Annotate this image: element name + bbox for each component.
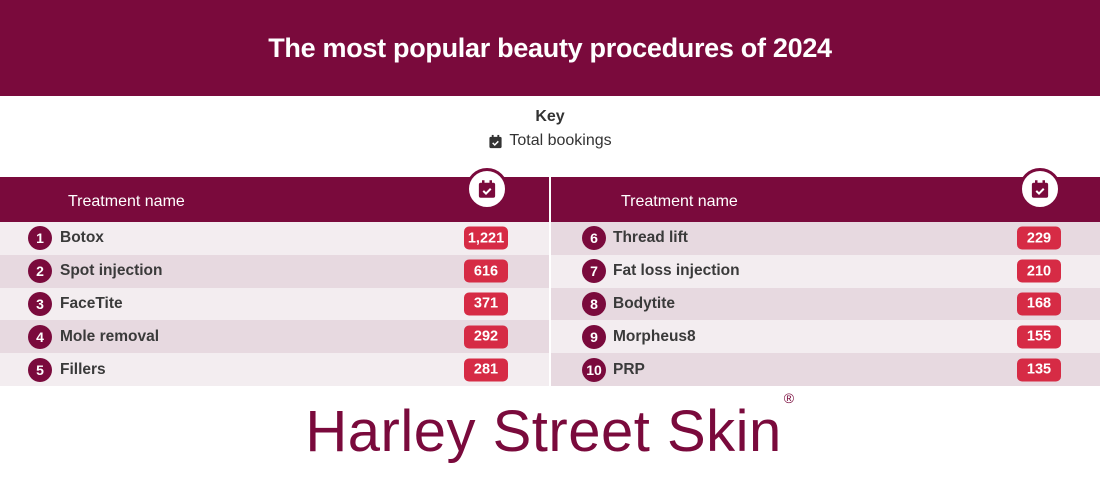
bookings-value: 155 xyxy=(1017,325,1061,349)
table-row: 4 Mole removal 292 xyxy=(0,320,549,354)
treatment-name: Thread lift xyxy=(613,229,688,247)
legend: Key Total bookings xyxy=(0,108,1100,150)
treatment-name: PRP xyxy=(613,360,645,378)
bookings-column-icon xyxy=(466,168,508,210)
treatment-name: FaceTite xyxy=(60,294,123,312)
treatment-name: Fat loss injection xyxy=(613,262,740,280)
table-body-right: 6 Thread lift 229 7 Fat loss injection 210 8 Bo… xyxy=(551,222,1100,386)
legend-title: Key xyxy=(535,108,565,125)
title-banner: The most popular beauty procedures of 20… xyxy=(0,0,1100,96)
brand-logo: Harley Street Skin® xyxy=(0,390,1100,465)
rank-badge: 1 xyxy=(28,226,52,251)
table-row: 3 FaceTite 371 xyxy=(0,287,549,321)
calendar-check-icon xyxy=(1031,180,1049,198)
bookings-value: 229 xyxy=(1017,226,1061,250)
table-header: Treatment name xyxy=(551,168,1100,222)
bookings-value: 135 xyxy=(1017,358,1061,382)
table-header: Treatment name xyxy=(0,168,549,222)
ranking-table-left: Treatment name 1 Botox 1,221 2 Spot injectio… xyxy=(0,168,549,386)
treatment-name: Bodytite xyxy=(613,294,675,312)
table-row: 8 Bodytite 168 xyxy=(551,287,1100,321)
treatment-name: Mole removal xyxy=(60,327,160,345)
table-row: 10 PRP 135 xyxy=(551,353,1100,386)
rank-badge: 4 xyxy=(28,324,52,349)
table-row: 2 Spot injection 616 xyxy=(0,254,549,288)
calendar-check-icon xyxy=(489,134,502,148)
rank-badge: 10 xyxy=(582,357,606,382)
rank-badge: 6 xyxy=(582,226,606,251)
bookings-value: 210 xyxy=(1017,259,1061,283)
rank-badge: 8 xyxy=(582,291,606,316)
legend-label: Total bookings xyxy=(509,132,612,149)
table-row: 7 Fat loss injection 210 xyxy=(551,254,1100,288)
treatment-name: Botox xyxy=(60,229,104,247)
legend-item: Total bookings xyxy=(0,132,1100,150)
rank-badge: 5 xyxy=(28,357,52,382)
treatment-name: Spot injection xyxy=(60,262,163,280)
table-row: 9 Morpheus8 155 xyxy=(551,320,1100,354)
bookings-column-icon xyxy=(1019,168,1061,210)
rank-badge: 9 xyxy=(582,324,606,349)
bookings-value: 1,221 xyxy=(464,226,508,250)
table-row: 1 Botox 1,221 xyxy=(0,222,549,255)
column-header-treatment: Treatment name xyxy=(68,193,185,210)
column-header-treatment: Treatment name xyxy=(621,193,738,210)
table-row: 6 Thread lift 229 xyxy=(551,222,1100,255)
bookings-value: 292 xyxy=(464,325,508,349)
bookings-value: 371 xyxy=(464,292,508,316)
bookings-value: 616 xyxy=(464,259,508,283)
calendar-check-icon xyxy=(478,180,496,198)
rank-badge: 7 xyxy=(582,259,606,284)
table-body-left: 1 Botox 1,221 2 Spot injection 616 3 FaceTite 37… xyxy=(0,222,549,386)
chart-title: The most popular beauty procedures of 20… xyxy=(268,32,832,63)
bookings-value: 168 xyxy=(1017,292,1061,316)
rank-badge: 2 xyxy=(28,259,52,284)
registered-mark: ® xyxy=(783,389,795,406)
ranking-table-right: Treatment name 6 Thread lift 229 7 Fat loss … xyxy=(551,168,1100,386)
rank-badge: 3 xyxy=(28,291,52,316)
bookings-value: 281 xyxy=(464,358,508,382)
brand-name: Harley Street Skin xyxy=(305,399,782,464)
treatment-name: Fillers xyxy=(60,360,106,378)
treatment-name: Morpheus8 xyxy=(613,327,696,345)
table-row: 5 Fillers 281 xyxy=(0,353,549,386)
